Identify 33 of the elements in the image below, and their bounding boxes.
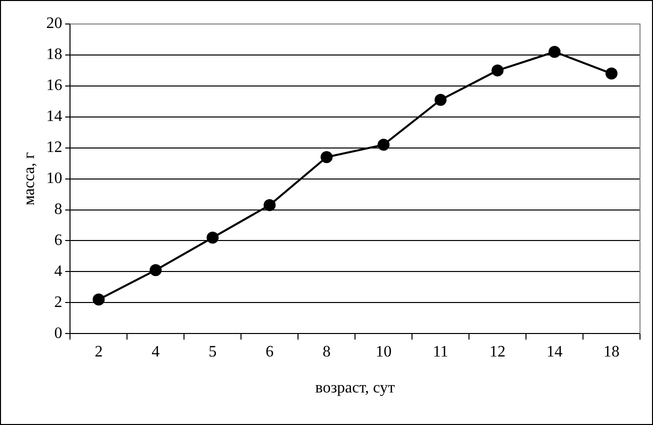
point xyxy=(320,151,333,164)
x-tick-label: 8 xyxy=(322,343,331,360)
y-tick-label: 8 xyxy=(54,200,62,218)
x-axis-title: возраст, сут xyxy=(315,380,395,397)
x-tick-label: 5 xyxy=(208,343,217,360)
y-tick-label: 16 xyxy=(46,77,62,94)
point xyxy=(548,46,561,58)
y-tick-label: 2 xyxy=(54,294,62,311)
y-tick-label: 20 xyxy=(46,15,62,32)
point xyxy=(492,64,504,76)
y-tick-label: 12 xyxy=(46,139,62,156)
x-tick-label: 12 xyxy=(490,343,506,360)
x-tick-label: 11 xyxy=(432,343,448,360)
y-tick-label: 0 xyxy=(54,324,62,342)
x-tick-label: 10 xyxy=(376,343,392,360)
y-axis-title: масса, г xyxy=(20,152,38,206)
y-tick-label: 14 xyxy=(46,108,62,126)
y-tick-label: 10 xyxy=(46,170,62,188)
x-tick-label: 14 xyxy=(546,343,563,360)
point xyxy=(434,94,447,106)
point xyxy=(206,232,219,244)
y-tick-label: 18 xyxy=(46,46,62,64)
point xyxy=(606,68,618,80)
point xyxy=(264,199,276,212)
x-tick-label: 18 xyxy=(604,343,620,360)
point xyxy=(378,138,390,151)
point xyxy=(92,294,105,306)
x-tick-label: 2 xyxy=(94,343,103,360)
y-tick-label: 4 xyxy=(54,262,62,280)
x-tick-label: 4 xyxy=(152,343,160,360)
point xyxy=(150,264,162,276)
y-tick-label: 6 xyxy=(54,232,62,249)
x-tick-label: 6 xyxy=(266,343,274,360)
